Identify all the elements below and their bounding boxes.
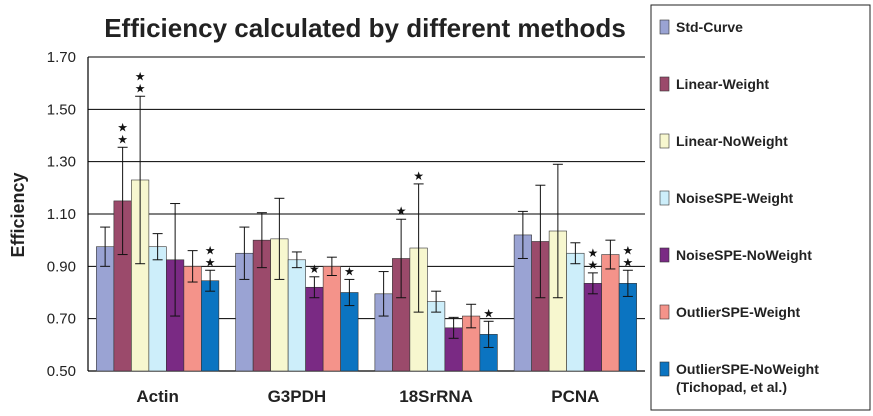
legend-label: NoiseSPE-Weight <box>676 190 794 206</box>
bar <box>287 259 306 372</box>
legend-note: (Tichopad, et al.) <box>676 379 787 395</box>
significance-star: ★ <box>309 262 320 276</box>
bar <box>601 254 620 372</box>
significance-star: ★ <box>622 243 633 257</box>
significance-star: ★ <box>622 255 633 269</box>
significance-star: ★ <box>135 81 146 95</box>
y-tick-label: 1.50 <box>47 101 76 118</box>
y-tick-label: 1.10 <box>47 206 76 223</box>
legend-label: Linear-NoWeight <box>676 133 788 149</box>
y-tick-label: 1.30 <box>47 154 76 171</box>
legend-box <box>650 4 871 411</box>
y-tick-label: 0.90 <box>47 258 76 275</box>
legend-label: Linear-Weight <box>676 76 769 92</box>
significance-star: ★ <box>117 120 128 134</box>
bar <box>305 286 324 372</box>
significance-star: ★ <box>587 258 598 272</box>
y-tick-label: 0.50 <box>47 363 76 380</box>
bar <box>201 280 220 372</box>
y-axis-label: Efficiency <box>8 172 28 257</box>
y-tick-label: 1.70 <box>47 49 76 66</box>
bar <box>566 252 585 372</box>
plot-area: 0.500.700.901.101.301.501.70Actin★★★★★★G… <box>47 49 645 406</box>
legend-swatch <box>659 247 670 263</box>
legend-label: NoiseSPE-NoWeight <box>676 247 812 263</box>
significance-star: ★ <box>413 169 424 183</box>
significance-star: ★ <box>135 69 146 83</box>
chart-title: Efficiency calculated by different metho… <box>104 13 626 43</box>
x-tick-label: 18SrRNA <box>399 387 473 406</box>
significance-star: ★ <box>483 306 494 320</box>
significance-star: ★ <box>396 204 407 218</box>
legend: Std-Curve Linear-Weight Linear-NoWeight Noi… <box>659 19 819 395</box>
legend-swatch <box>659 76 670 92</box>
x-tick-label: PCNA <box>551 387 599 406</box>
significance-star: ★ <box>587 246 598 260</box>
legend-swatch <box>659 304 670 320</box>
x-tick-label: G3PDH <box>268 387 327 406</box>
legend-swatch <box>659 133 670 149</box>
legend-swatch <box>659 19 670 35</box>
legend-label: Std-Curve <box>676 19 743 35</box>
significance-star: ★ <box>205 255 216 269</box>
legend-label: OutlierSPE-Weight <box>676 304 801 320</box>
bar <box>148 246 167 372</box>
bar <box>583 283 602 372</box>
legend-label: OutlierSPE-NoWeight <box>676 361 819 377</box>
bar <box>322 266 341 372</box>
significance-star: ★ <box>344 264 355 278</box>
significance-star: ★ <box>117 132 128 146</box>
legend-swatch <box>659 190 670 206</box>
legend-swatch <box>659 361 670 377</box>
significance-star: ★ <box>205 243 216 257</box>
y-tick-label: 0.70 <box>47 311 76 328</box>
x-tick-label: Actin <box>136 387 179 406</box>
